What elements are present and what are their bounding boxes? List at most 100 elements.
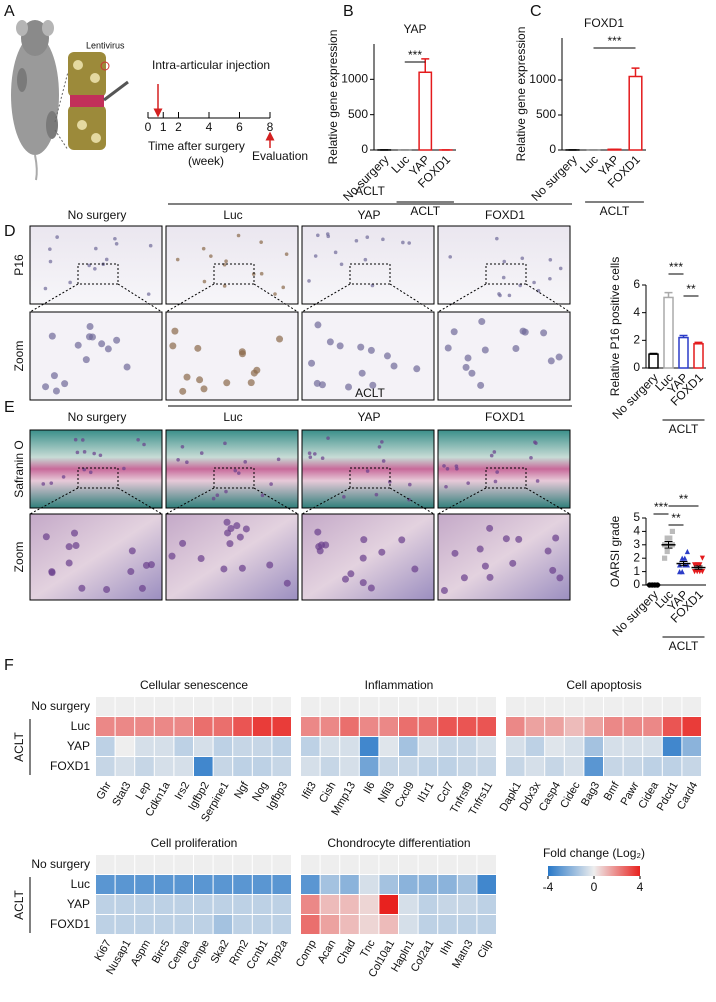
cell-nucleus (367, 584, 375, 592)
cell-nucleus (509, 559, 517, 567)
heatmap-cell (399, 855, 418, 874)
cell-nucleus (71, 529, 79, 537)
heatmap-cell (340, 697, 359, 716)
heatmap-cell (506, 757, 525, 776)
significance-label: *** (408, 48, 422, 62)
heatmap-cell (154, 697, 174, 716)
injection-label: Intra-articular injection (152, 58, 270, 72)
cell-nucleus (43, 286, 48, 291)
cell-nucleus (88, 333, 96, 341)
data-point (664, 535, 670, 541)
cell-nucleus (247, 379, 255, 387)
cell-nucleus (48, 259, 53, 264)
heatmap-cell (643, 717, 662, 736)
cell-nucleus (502, 259, 507, 264)
timeline-tick-label: 0 (145, 120, 152, 134)
cell-nucleus (440, 586, 448, 594)
cell-nucleus (202, 279, 207, 284)
cell-nucleus (223, 441, 227, 446)
group-label: ACLT (355, 386, 385, 400)
cell-nucleus (529, 456, 533, 460)
heatmap-cell (135, 895, 154, 914)
heatmap-cell (301, 915, 320, 934)
cell-nucleus (380, 440, 384, 444)
cell-nucleus (548, 257, 553, 262)
cell-nucleus (103, 586, 111, 594)
cell-nucleus (532, 280, 536, 285)
cell-nucleus (48, 247, 52, 251)
cell-nucleus (65, 559, 73, 567)
heatmap-cell (301, 737, 320, 756)
heatmap-cell (194, 855, 213, 874)
heatmap-cell (379, 915, 398, 934)
heatmap-cell (174, 757, 193, 776)
chart-title: FOXD1 (584, 16, 624, 30)
zoom-line (301, 283, 351, 313)
heatmap-cell (340, 717, 359, 736)
y-tick-label: 2 (633, 550, 640, 564)
cell-nucleus (521, 328, 529, 336)
cell-nucleus (200, 385, 208, 393)
heatmap-cell (233, 697, 252, 716)
heatmap-cell (96, 875, 115, 894)
cell-nucleus (307, 279, 311, 283)
zoom-line (389, 487, 435, 515)
heatmap-cell (399, 757, 418, 776)
cell-nucleus (199, 451, 204, 455)
heatmap-cell (233, 875, 252, 894)
error-bar (694, 341, 703, 344)
cell-nucleus (82, 356, 90, 364)
cell-nucleus (50, 372, 58, 380)
cell-nucleus (501, 275, 506, 280)
row-label: P16 (12, 254, 26, 276)
cell-nucleus (251, 272, 256, 276)
zoom-line (29, 487, 79, 515)
zoom-box (213, 467, 255, 489)
x-tick-label: No surgery (528, 152, 579, 203)
group-label: ACLT (12, 731, 26, 761)
cell-nucleus (169, 342, 177, 350)
cell-nucleus (185, 460, 189, 464)
cell-nucleus (476, 545, 484, 553)
cell-nucleus (238, 350, 246, 358)
cell-nucleus (260, 493, 265, 498)
heatmap-cell (564, 697, 584, 716)
data-point (699, 569, 705, 575)
zoom-box (485, 467, 527, 489)
gene-label: Ngf (232, 779, 251, 801)
heatmap-cell (272, 915, 291, 934)
cell-nucleus (401, 240, 405, 245)
group-label: ACLT (12, 889, 26, 919)
heatmap-cell (359, 855, 379, 874)
y-axis-label: OARSI grade (608, 515, 622, 587)
heatmap-cell (213, 855, 233, 874)
cell-nucleus (442, 464, 446, 468)
cell-nucleus (357, 343, 365, 351)
gene-label: Stat3 (110, 780, 133, 808)
heatmap-cell (662, 717, 682, 736)
cell-nucleus (48, 332, 56, 340)
zoom-line (525, 487, 571, 515)
heatmap-cell (379, 875, 398, 894)
data-point (677, 562, 683, 568)
histology: ACLT No surgery Luc YAP FOXD1 P16 Zoom ACLT No s… (12, 184, 572, 601)
heatmap-cell (213, 875, 233, 894)
heatmap-cell (174, 855, 193, 874)
heatmap-cell (623, 757, 643, 776)
gene-label: Cilp (475, 938, 495, 960)
heatmap-cell (506, 697, 525, 716)
heatmap-cell (135, 717, 154, 736)
cell-nucleus (180, 444, 185, 449)
heatmap-cell (213, 697, 233, 716)
heatmap-cell (525, 717, 545, 736)
error-bar (421, 58, 430, 73)
cell-nucleus (92, 451, 96, 456)
heatmap-row-label: Luc (71, 877, 90, 891)
heatmap-cell (96, 697, 115, 716)
heatmap-cell (477, 737, 496, 756)
heatmap-row-label: YAP (67, 897, 90, 911)
heatmap-cell (272, 855, 291, 874)
cell-nucleus (367, 346, 375, 354)
cell-nucleus (49, 481, 54, 485)
